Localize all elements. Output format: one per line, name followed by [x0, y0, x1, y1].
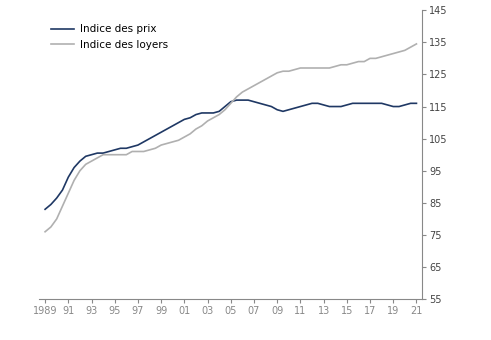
Indice des prix	[413, 101, 419, 105]
Indice des loyers	[152, 146, 158, 150]
Line: Indice des prix: Indice des prix	[45, 100, 416, 209]
Indice des loyers	[129, 150, 135, 154]
Indice des loyers	[413, 42, 419, 46]
Indice des prix	[199, 111, 205, 115]
Line: Indice des loyers: Indice des loyers	[45, 44, 416, 232]
Legend: Indice des prix, Indice des loyers: Indice des prix, Indice des loyers	[48, 21, 171, 53]
Indice des loyers	[402, 48, 408, 52]
Indice des prix	[152, 133, 158, 137]
Indice des prix	[367, 101, 373, 105]
Indice des loyers	[199, 124, 205, 128]
Indice des loyers	[234, 95, 240, 99]
Indice des prix	[234, 98, 240, 102]
Indice des prix	[129, 144, 135, 149]
Indice des loyers	[42, 230, 48, 234]
Indice des prix	[42, 207, 48, 211]
Indice des prix	[240, 98, 246, 102]
Indice des prix	[402, 103, 408, 107]
Indice des loyers	[361, 59, 367, 64]
